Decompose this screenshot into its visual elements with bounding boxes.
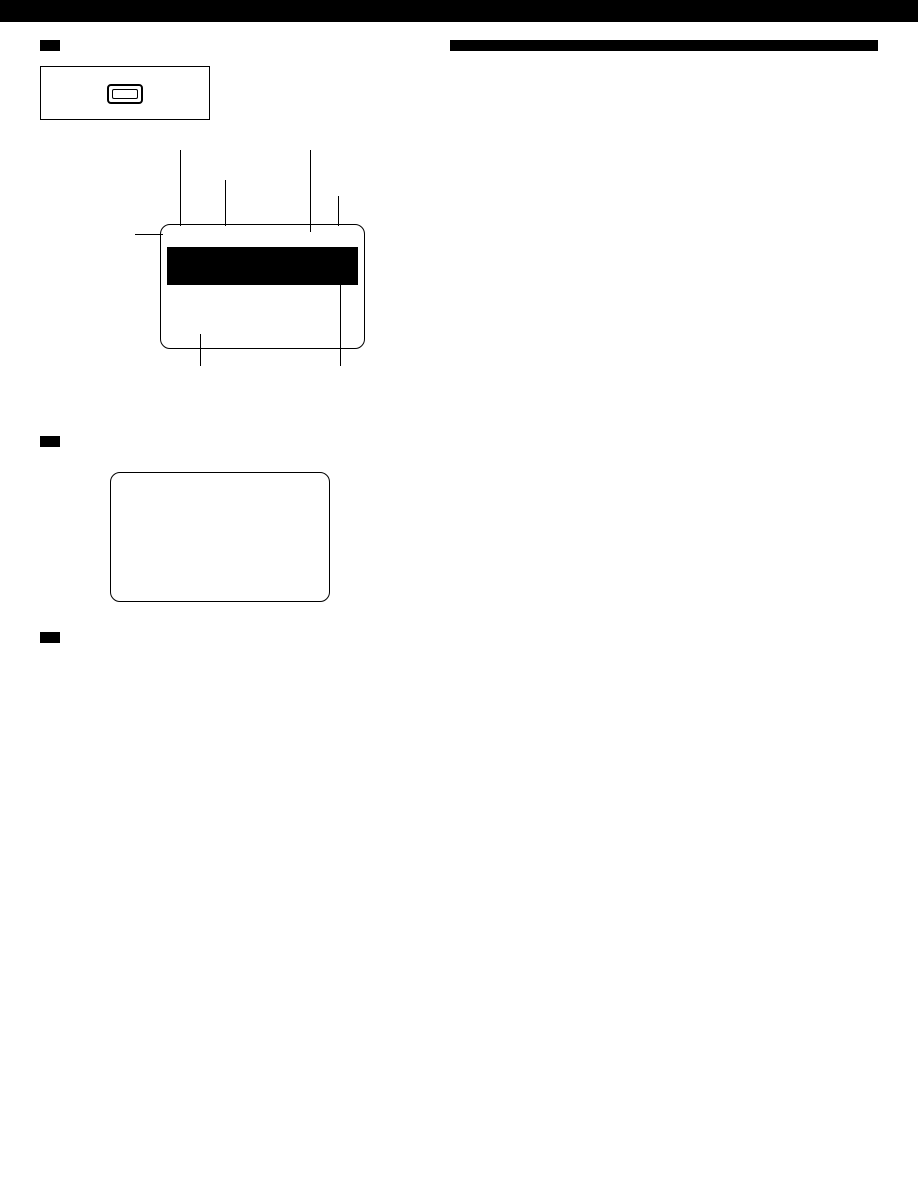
screen-timestamp-box	[167, 247, 358, 285]
channel-screen	[110, 472, 330, 602]
section-header-vcr-status	[40, 40, 60, 51]
vcr-status-diagram	[40, 134, 420, 414]
section-header-channel-function	[40, 436, 60, 447]
section-header-warning	[450, 40, 878, 51]
tv-screen-status	[160, 224, 365, 349]
right-column	[450, 40, 878, 668]
section-header-blue-screen	[40, 632, 60, 643]
page-title	[0, 0, 918, 22]
display-instruction-row	[40, 66, 430, 120]
left-column	[40, 40, 430, 668]
display-instruction-text	[220, 66, 430, 120]
display-button-diagram	[40, 66, 210, 120]
page-number	[0, 668, 918, 696]
display-button-icon	[107, 84, 143, 104]
